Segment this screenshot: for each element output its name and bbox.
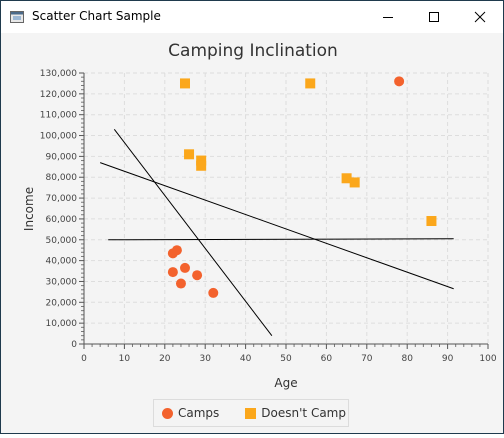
doesnt-camp-point [196, 160, 207, 171]
x-tick-label: 50 [280, 354, 292, 364]
y-tick-label: 80,000 [46, 173, 78, 183]
chart-title: Camping Inclination [168, 41, 338, 61]
chart-legend: Camps Doesn't Camp [153, 399, 349, 427]
y-tick-label: 60,000 [46, 215, 78, 225]
doesnt-camp-point [426, 216, 437, 227]
camps-point [171, 245, 182, 256]
data-points [167, 76, 437, 298]
x-axis-label: Age [274, 376, 297, 390]
doesnt-camp-point [184, 149, 195, 160]
close-button[interactable] [457, 1, 503, 33]
y-tick-label: 30,000 [46, 277, 78, 287]
x-tick-label: 70 [361, 354, 373, 364]
overlay-line [113, 128, 273, 336]
x-tick-label: 80 [401, 354, 413, 364]
x-tick-label: 60 [321, 354, 333, 364]
y-tick-label: 110,000 [40, 111, 77, 121]
close-icon [474, 11, 486, 23]
scatter-chart: Camping Inclination 0 10,000 20,000 30,000 4… [2, 33, 504, 433]
y-tick-label: 100,000 [40, 132, 77, 142]
doesnt-camp-point [341, 173, 352, 184]
doesnt-camp-point [349, 177, 360, 188]
y-tick-label: 40,000 [46, 257, 78, 267]
camps-point [394, 76, 405, 87]
y-tick-label: 20,000 [46, 298, 78, 308]
y-tick-label: 90,000 [46, 152, 78, 162]
legend-label-doesnt-camp: Doesn't Camp [261, 406, 346, 420]
axes: 0 10,000 20,000 30,000 40,000 50,000 60,000 70,… [40, 69, 497, 364]
x-tick-label: 90 [442, 354, 454, 364]
legend-circle-marker [162, 407, 173, 419]
legend-label-camps: Camps [178, 406, 220, 420]
x-tick-label: 40 [240, 354, 252, 364]
x-tick-label: 10 [119, 354, 131, 364]
title-bar[interactable]: Scatter Chart Sample [1, 1, 503, 33]
maximize-button[interactable] [411, 1, 457, 33]
y-tick-label: 70,000 [46, 194, 78, 204]
camps-point [208, 287, 219, 298]
overlay-line [108, 238, 454, 241]
chart-canvas: Camping Inclination 0 10,000 20,000 30,000 4… [22, 41, 497, 390]
x-tick-label: 0 [81, 354, 87, 364]
java-app-icon [10, 11, 24, 23]
doesnt-camp-point [305, 78, 316, 89]
doesnt-camp-point [180, 78, 190, 89]
y-tick-label: 0 [71, 340, 77, 350]
y-axis-label: Income [22, 187, 36, 231]
camps-point [167, 267, 178, 278]
x-tick-label: 20 [159, 354, 171, 364]
y-tick-label: 120,000 [40, 90, 77, 100]
doesnt-camp-point [196, 155, 207, 166]
camps-point [192, 270, 203, 281]
legend-item-camps: Camps [154, 406, 219, 420]
maximize-icon [429, 12, 439, 22]
legend-square-marker [245, 407, 257, 419]
line-overlays [99, 128, 454, 336]
y-tick-label: 10,000 [46, 319, 78, 329]
x-tick-label: 30 [199, 354, 211, 364]
minimize-icon [383, 17, 393, 18]
x-tick-label: 100 [479, 354, 496, 364]
camps-point [175, 278, 186, 289]
window-title: Scatter Chart Sample [32, 9, 161, 23]
overlay-line [99, 162, 454, 290]
y-tick-label: 130,000 [40, 69, 77, 79]
grid-lines [84, 72, 489, 344]
minimize-button[interactable] [365, 1, 411, 33]
legend-item-doesnt-camp: Doesn't Camp [219, 406, 346, 420]
camps-point [180, 262, 190, 273]
y-tick-label: 50,000 [46, 236, 78, 246]
